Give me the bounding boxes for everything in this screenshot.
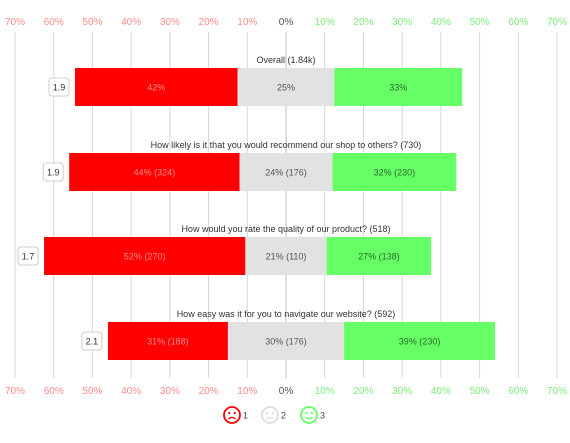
row-title: How likely is it that you would recommen… xyxy=(151,140,422,150)
tick-label: 10% xyxy=(315,386,335,397)
bar-segment-3 xyxy=(326,237,432,275)
segment-label: 52% (270) xyxy=(124,252,166,262)
happy-face-icon xyxy=(300,406,318,424)
legend-label: 2 xyxy=(281,411,286,421)
tick-label: 50% xyxy=(82,17,102,28)
score-value: 1.7 xyxy=(22,252,35,262)
tick-label: 70% xyxy=(5,386,25,397)
segment-label: 39% (230) xyxy=(399,337,441,347)
sad-face-icon xyxy=(223,406,241,424)
tick-label: 30% xyxy=(392,17,412,28)
neutral-face-icon xyxy=(261,406,279,424)
segment-label: 32% (230) xyxy=(374,168,416,178)
tick-label: 40% xyxy=(431,17,451,28)
bar-segment-1 xyxy=(44,237,246,275)
tick-label: 60% xyxy=(508,17,528,28)
tick-label: 20% xyxy=(353,17,373,28)
score-badge xyxy=(42,162,64,182)
bar-segment-3 xyxy=(332,153,457,191)
legend: 1 2 3 xyxy=(223,406,325,424)
score-badge xyxy=(81,331,103,351)
top-axis-ticks: 70% 60% 50% 40% 30% 20% 10% 0% 10% 20% 30% 40% 50% 60… xyxy=(5,17,567,28)
tick-label: 0% xyxy=(279,386,294,397)
tick-label: 20% xyxy=(199,386,219,397)
tick-label: 50% xyxy=(470,17,490,28)
bottom-axis-ticks: 70% 60% 50% 40% 30% 20% 10% 0% 10% 20% 30% 40% 50% 60… xyxy=(5,386,567,397)
bar-segment-2 xyxy=(237,68,335,106)
segment-label: 24% (176) xyxy=(265,168,307,178)
tick-label: 70% xyxy=(5,17,25,28)
tick-label: 20% xyxy=(199,17,219,28)
segment-label: 30% (176) xyxy=(265,337,307,347)
legend-label: 3 xyxy=(320,411,325,421)
chart-rows: Overall (1.84k) 42% 25% 33% 1.9 How likely is… xyxy=(17,55,496,360)
segment-label: 31% (188) xyxy=(147,337,189,347)
segment-label: 27% (138) xyxy=(358,252,400,262)
score-value: 2.1 xyxy=(86,337,99,347)
tick-label: 30% xyxy=(392,386,412,397)
tick-label: 50% xyxy=(470,386,490,397)
segment-label: 25% xyxy=(277,83,295,93)
chart-row: How likely is it that you would recommen… xyxy=(42,140,457,191)
tick-label: 30% xyxy=(160,17,180,28)
chart-row: How would you rate the quality of our pr… xyxy=(17,224,432,275)
tick-label: 70% xyxy=(547,17,567,28)
row-title: How would you rate the quality of our pr… xyxy=(181,224,390,234)
chart-row: Overall (1.84k) 42% 25% 33% 1.9 xyxy=(48,55,463,106)
legend-label: 1 xyxy=(243,411,248,421)
segment-label: 21% (110) xyxy=(266,252,307,262)
segment-label: 42% xyxy=(147,83,165,93)
chart-row: How easy was it for you to navigate our … xyxy=(81,309,496,360)
tick-label: 60% xyxy=(508,386,528,397)
bar-segment-1 xyxy=(75,68,238,106)
tick-label: 10% xyxy=(237,17,257,28)
bar-segment-1 xyxy=(107,322,228,360)
segment-label: 44% (324) xyxy=(134,168,176,178)
tick-label: 40% xyxy=(121,386,141,397)
tick-label: 50% xyxy=(82,386,102,397)
tick-label: 10% xyxy=(315,17,335,28)
tick-label: 40% xyxy=(431,386,451,397)
bar-segment-2 xyxy=(227,322,345,360)
tick-label: 40% xyxy=(121,17,141,28)
tick-label: 60% xyxy=(44,17,64,28)
score-badge xyxy=(48,77,70,97)
segment-label: 33% xyxy=(389,83,407,93)
bar-segment-2 xyxy=(245,237,327,275)
score-badge xyxy=(17,246,39,266)
score-value: 1.9 xyxy=(53,83,66,93)
tick-label: 70% xyxy=(547,386,567,397)
bar-segment-1 xyxy=(69,153,240,191)
tick-label: 0% xyxy=(279,17,294,28)
row-title: Overall (1.84k) xyxy=(256,55,315,65)
tick-label: 20% xyxy=(353,386,373,397)
bar-segment-3 xyxy=(344,322,496,360)
row-title: How easy was it for you to navigate our … xyxy=(177,309,396,319)
bar-segment-2 xyxy=(239,153,333,191)
bar-segment-3 xyxy=(334,68,463,106)
tick-label: 10% xyxy=(237,386,257,397)
score-value: 1.9 xyxy=(47,168,60,178)
tick-label: 60% xyxy=(44,386,64,397)
tick-label: 30% xyxy=(160,386,180,397)
